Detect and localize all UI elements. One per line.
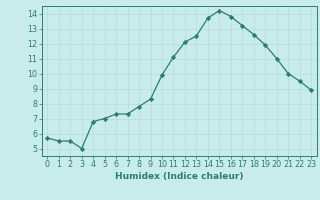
X-axis label: Humidex (Indice chaleur): Humidex (Indice chaleur) [115, 172, 244, 181]
